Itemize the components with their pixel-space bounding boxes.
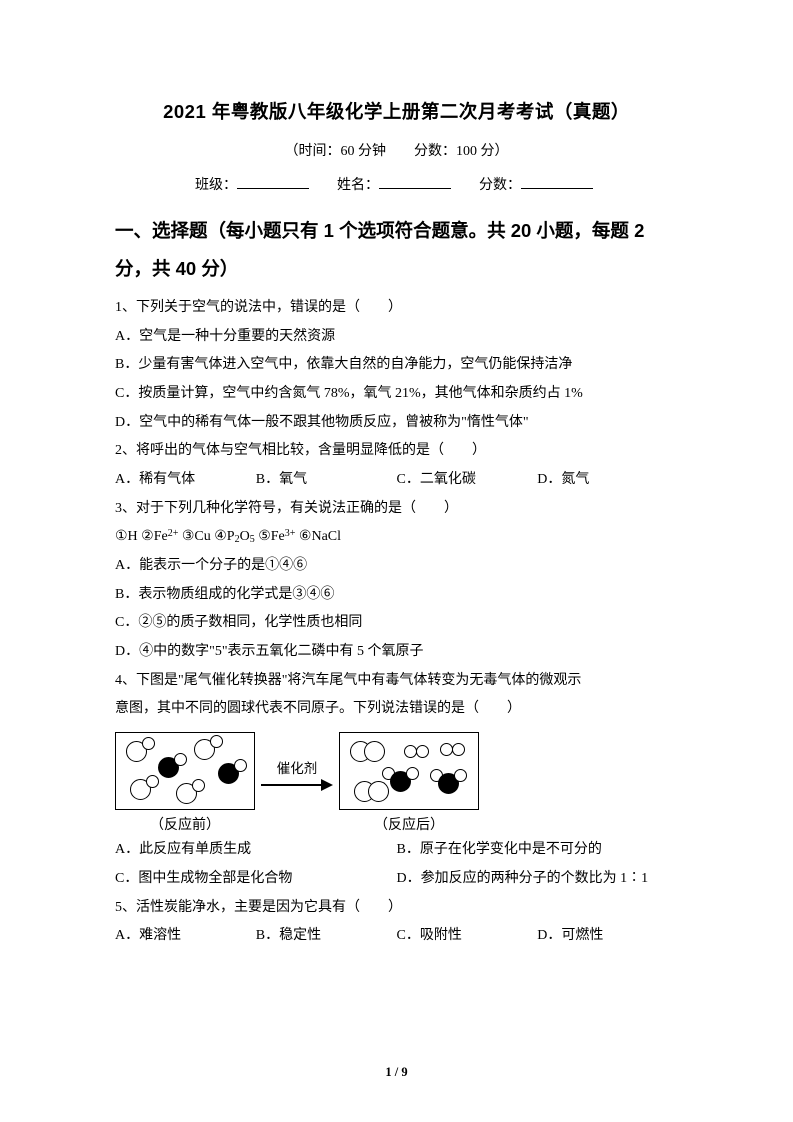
q4-optA: A．此反应有单质生成: [115, 836, 397, 865]
q5-stem: 5、活性炭能净水，主要是因为它具有（ ）: [115, 894, 678, 923]
white-small-atom-icon: [454, 769, 467, 782]
q3-l-sub2: 2: [235, 534, 240, 545]
white-small-atom-icon: [416, 745, 429, 758]
q3-l-pre: ①H ②Fe: [115, 529, 168, 544]
q2-optA: A．稀有气体: [115, 466, 256, 495]
q2-options: A．稀有气体B．氧气C．二氧化碳D．氮气: [115, 466, 678, 495]
q4-stem-l1: 4、下图是"尾气催化转换器"将汽车尾气中有毒气体转变为无毒气体的微观示: [115, 667, 678, 696]
q4-after-col: （反应后）: [339, 732, 479, 834]
white-big-atom-icon: [368, 781, 389, 802]
q3-l-m2: ⑤Fe: [255, 529, 285, 544]
q1-stem: 1、下列关于空气的说法中，错误的是（ ）: [115, 294, 678, 323]
section-1-heading-l2: 分，共 40 分）: [115, 250, 678, 288]
arrow-icon: [261, 779, 333, 791]
q5-optB: B．稳定性: [256, 922, 397, 951]
q4-arrow-label: 催化剂: [277, 757, 318, 777]
white-small-atom-icon: [406, 767, 419, 780]
q3-listing: ①H ②Fe2+ ③Cu ④P2O5 ⑤Fe3+ ⑥NaCl: [115, 523, 678, 552]
q5-optD: D．可燃性: [537, 922, 678, 951]
student-form: 班级： 姓名： 分数：: [115, 174, 678, 194]
q4-row1: A．此反应有单质生成B．原子在化学变化中是不可分的: [115, 836, 678, 865]
page-title: 2021 年粤教版八年级化学上册第二次月考考试（真题）: [115, 98, 678, 124]
score-label: 分数：: [479, 178, 521, 193]
q3-optB: B．表示物质组成的化学式是③④⑥: [115, 581, 678, 610]
q3-stem: 3、对于下列几种化学符号，有关说法正确的是（ ）: [115, 495, 678, 524]
q5-optC: C．吸附性: [397, 922, 538, 951]
q4-diagram: （反应前） 催化剂 （反应后）: [115, 732, 678, 834]
q4-before-col: （反应前）: [115, 732, 255, 834]
q4-after-box: [339, 732, 479, 810]
class-blank[interactable]: [237, 175, 309, 189]
q4-optC: C．图中生成物全部是化合物: [115, 865, 397, 894]
exam-subtitle: （时间：60 分钟 分数：100 分）: [115, 140, 678, 160]
white-small-atom-icon: [452, 743, 465, 756]
white-small-atom-icon: [234, 759, 247, 772]
q3-l-s3: 3+: [285, 528, 296, 539]
q2-optD: D．氮气: [537, 466, 678, 495]
white-small-atom-icon: [192, 779, 205, 792]
q2-optB: B．氧气: [256, 466, 397, 495]
q4-row2: C．图中生成物全部是化合物D．参加反应的两种分子的个数比为 1∶1: [115, 865, 678, 894]
exam-page: 2021 年粤教版八年级化学上册第二次月考考试（真题） （时间：60 分钟 分数…: [0, 0, 793, 1122]
q2-stem: 2、将呼出的气体与空气相比较，含量明显降低的是（ ）: [115, 437, 678, 466]
q3-optA: A．能表示一个分子的是①④⑥: [115, 552, 678, 581]
white-small-atom-icon: [174, 753, 187, 766]
white-small-atom-icon: [142, 737, 155, 750]
white-small-atom-icon: [210, 735, 223, 748]
q4-optD: D．参加反应的两种分子的个数比为 1∶1: [397, 865, 679, 894]
section-1-heading: 一、选择题（每小题只有 1 个选项符合题意。共 20 小题，每题 2 分，共 4…: [115, 212, 678, 288]
q4-after-caption: （反应后）: [374, 814, 444, 834]
q3-optC: C．②⑤的质子数相同，化学性质也相同: [115, 609, 678, 638]
q4-arrow-col: 催化剂: [255, 757, 339, 809]
white-big-atom-icon: [364, 741, 385, 762]
q3-l-sub5: 5: [250, 534, 255, 545]
page-number: 1 / 9: [0, 1065, 793, 1080]
q4-optB: B．原子在化学变化中是不可分的: [397, 836, 679, 865]
q3-optD: D．④中的数字"5"表示五氧化二磷中有 5 个氧原子: [115, 638, 678, 667]
name-label: 姓名：: [337, 178, 379, 193]
q3-l-m1: ③Cu ④P: [178, 529, 234, 544]
section-1-heading-l1: 一、选择题（每小题只有 1 个选项符合题意。共 20 小题，每题 2: [115, 212, 678, 250]
class-label: 班级：: [195, 178, 237, 193]
q4-stem-l2: 意图，其中不同的圆球代表不同原子。下列说法错误的是（ ）: [115, 695, 678, 724]
q5-options: A．难溶性B．稳定性C．吸附性D．可燃性: [115, 922, 678, 951]
score-blank[interactable]: [521, 175, 593, 189]
q4-before-caption: （反应前）: [150, 814, 220, 834]
q1-optA: A．空气是一种十分重要的天然资源: [115, 323, 678, 352]
white-small-atom-icon: [146, 775, 159, 788]
q4-before-box: [115, 732, 255, 810]
q3-l-s2: 2+: [168, 528, 179, 539]
q1-optD: D．空气中的稀有气体一般不跟其他物质反应，曾被称为"惰性气体": [115, 409, 678, 438]
q5-optA: A．难溶性: [115, 922, 256, 951]
name-blank[interactable]: [379, 175, 451, 189]
q1-optC: C．按质量计算，空气中约含氮气 78%，氧气 21%，其他气体和杂质约占 1%: [115, 380, 678, 409]
q1-optB: B．少量有害气体进入空气中，依靠大自然的自净能力，空气仍能保持洁净: [115, 351, 678, 380]
q3-l-o: O: [240, 529, 250, 544]
q3-l-end: ⑥NaCl: [295, 529, 341, 544]
q2-optC: C．二氧化碳: [397, 466, 538, 495]
